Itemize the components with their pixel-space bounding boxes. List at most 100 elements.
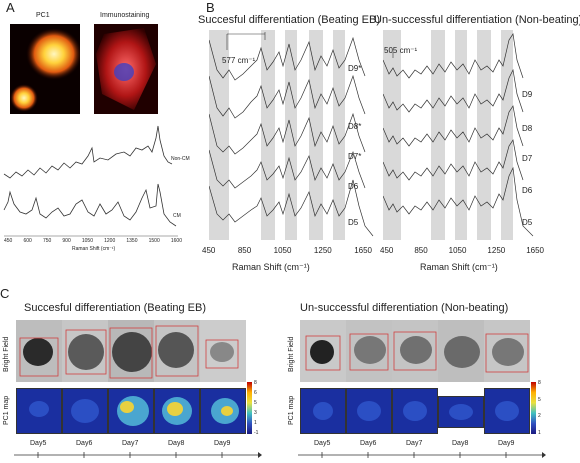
bright-field-day9 (200, 320, 246, 382)
tick: 1050 (273, 246, 292, 255)
colorbar-right (531, 382, 536, 434)
day-label-r-d6: D6 (522, 186, 533, 195)
panel-a-letter: A (6, 0, 15, 15)
day-label-right-day9: Day9 (498, 440, 515, 447)
colorbar-tick: 1 (254, 420, 257, 426)
day-label-day5: Day5 (30, 440, 47, 447)
bright-field-day8 (154, 320, 200, 382)
pc1-label: PC1 (36, 12, 50, 19)
colorbar-tick: 5 (538, 396, 541, 403)
tick: 450 (202, 246, 216, 255)
bright-field-day6 (62, 320, 108, 382)
panel-b-right-xaxis-title: Raman Shift (cm⁻¹) (420, 262, 498, 272)
bright-field-right-day7 (392, 320, 438, 382)
day-label-day8: Day8 (168, 440, 185, 447)
panel-c-letter: C (0, 286, 10, 301)
panel-b-right-title: Un-successful differentiation (Non-beati… (374, 14, 580, 26)
day-label-day6: Day6 (76, 440, 93, 447)
pc1-map-day7 (108, 388, 154, 434)
day-axis-left (14, 452, 262, 458)
trace-label-non-cm: Non-CM (171, 156, 190, 162)
tick: 450 (380, 246, 394, 255)
panel-b-right-ticks: 450 850 1050 1250 1650 (380, 246, 544, 255)
colorbar-left-labels: 8 6 5 3 1 -1 (254, 380, 258, 436)
colorbar-tick: 8 (538, 380, 541, 386)
day-label-right-day6: Day6 (360, 440, 377, 447)
day-label-right-day5: Day5 (314, 440, 331, 447)
day-label-right-day7: Day7 (406, 440, 423, 447)
row-label-pc1-map-right: PC1 map (288, 395, 295, 425)
tick: 850 (414, 246, 428, 255)
row-label-pc1-map: PC1 map (3, 395, 10, 425)
day-label-d6: D6 (348, 182, 359, 191)
pc1-map-right-day6 (346, 388, 392, 434)
tick: 450 (4, 238, 13, 244)
tick: 1500 (148, 238, 160, 244)
tick: 600 (23, 238, 32, 244)
panel-b-left-title: Succesful differentiation (Beating EB) (198, 14, 381, 26)
cm-trace (3, 183, 177, 227)
panel-b-left-ticks: 450 850 1050 1250 1650 (202, 246, 372, 255)
tick: 1650 (526, 246, 544, 255)
colorbar-tick: 2 (538, 413, 541, 420)
immunostaining-label: Immunostaining (100, 12, 150, 19)
colorbar-tick: 1 (538, 429, 541, 436)
row-label-bright-field: Bright Field (3, 336, 10, 372)
tick: 1250 (313, 246, 332, 255)
day-label-d5: D5 (348, 218, 359, 227)
day-label-r-d9: D9 (522, 90, 533, 99)
day-label-r-d7: D7 (522, 154, 533, 163)
day-label-d7: D7* (348, 152, 362, 161)
pc1-map-day6 (62, 388, 108, 434)
colorbar-tick: 8 (254, 380, 257, 386)
panel-b-left-spectra (209, 30, 374, 240)
bright-field-right-day5 (300, 320, 346, 382)
colorbar-left (247, 382, 252, 434)
day-label-r-d5: D5 (522, 218, 533, 227)
colorbar-tick: -1 (254, 430, 259, 436)
panel-b-letter: B (206, 0, 215, 15)
day-label-d8: D8* (348, 122, 362, 131)
annotation-505: 505 cm⁻¹ (384, 46, 418, 55)
row-label-bright-field-right: Bright Field (288, 336, 295, 372)
colorbar-tick: 5 (254, 400, 257, 406)
tick: 1050 (448, 246, 467, 255)
bright-field-right-day9 (484, 320, 530, 382)
immunostaining-image (94, 24, 158, 114)
trace-label-cm: CM (173, 213, 181, 219)
pc1-map-day9 (200, 388, 246, 434)
pc1-map-day8 (154, 388, 200, 434)
panel-a-spectra (3, 125, 178, 237)
bright-field-right-day6 (346, 320, 392, 382)
tick: 750 (42, 238, 52, 244)
non-cm-trace (3, 125, 173, 179)
pc1-map-right-day8 (438, 396, 484, 428)
day-label-d9: D9* (348, 64, 362, 73)
panel-c-right-title: Un-successful differentiation (Non-beati… (300, 302, 509, 314)
colorbar-tick: 3 (254, 410, 257, 416)
pc1-map-right-day9 (484, 388, 530, 434)
day-label-day9: Day9 (214, 440, 231, 447)
tick: 1200 (104, 238, 116, 244)
day-label-day7: Day7 (122, 440, 139, 447)
panel-a-xaxis-title: Raman Shift (cm⁻¹) (72, 246, 116, 252)
bright-field-day5 (16, 320, 62, 382)
colorbar-right-labels: 8 5 2 1 (538, 380, 541, 436)
tick: 1350 (126, 238, 138, 244)
pc1-heatmap-image (10, 24, 80, 114)
bright-field-right-day8 (438, 320, 484, 382)
pc1-map-right-day5 (300, 388, 346, 434)
day-label-right-day8: Day8 (452, 440, 469, 447)
panel-b-left-xaxis-title: Raman Shift (cm⁻¹) (232, 262, 310, 272)
tick: 1650 (354, 246, 372, 255)
tick: 850 (237, 246, 252, 255)
panel-b-right-spectra (383, 30, 534, 240)
tick: 1050 (81, 238, 93, 244)
annotation-577: 577 cm⁻¹ (222, 56, 256, 65)
tick: 1600 (170, 238, 182, 244)
colorbar-tick: 6 (254, 390, 257, 396)
day-axis-right (298, 452, 546, 458)
day-label-r-d8: D8 (522, 124, 533, 133)
panel-c-left-title: Succesful differentiation (Beating EB) (24, 302, 207, 314)
panel-a-ticks: 450 600 750 900 1050 1200 1350 1500 1600 (4, 238, 182, 244)
